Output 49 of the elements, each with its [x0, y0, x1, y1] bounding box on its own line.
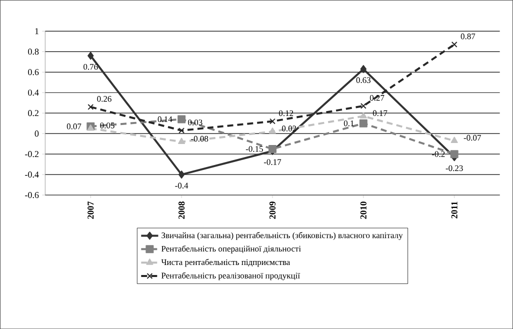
point: [88, 52, 94, 60]
legend-label: Рентабельність операційної діяльності: [161, 245, 301, 254]
point: [178, 170, 185, 178]
y-tick-label: 0.8: [28, 48, 39, 55]
x-tick-label: 2008: [178, 201, 185, 219]
x-tick-label: 2011: [451, 202, 458, 218]
legend-label: Чиста рентабельність підприємства: [161, 258, 290, 267]
data-label: 0.87: [460, 33, 476, 40]
y-tick-label: -0.6: [25, 192, 39, 198]
data-label: -0.08: [191, 136, 208, 142]
y-tick-label: 0: [34, 130, 39, 137]
data-label: 0.02: [282, 126, 296, 132]
point: [451, 41, 458, 48]
data-label: 0.63: [356, 77, 371, 83]
point: [88, 104, 94, 110]
data-label: -0.17: [264, 159, 282, 165]
data-label: 0.03: [188, 120, 202, 126]
data-label: 0.26: [97, 96, 112, 102]
point: [450, 150, 458, 158]
point: [178, 138, 186, 144]
point: [178, 127, 185, 134]
y-tick-label: -0.4: [25, 171, 39, 178]
point: [178, 115, 186, 124]
x-tick-label: 2007: [88, 201, 94, 219]
point: [359, 119, 368, 128]
point: [360, 112, 367, 118]
x-tick-label: 2009: [269, 202, 276, 219]
y-tick-label: 0.4: [28, 90, 39, 96]
legend-label: Звичайна (загальна) рентабельність (збиковість) власного капіталу: [162, 232, 403, 240]
data-label: -0.07: [464, 134, 481, 141]
data-label: 0.1: [344, 120, 354, 126]
data-label: -0.4: [175, 182, 188, 188]
y-tick-label: 0.2: [28, 110, 38, 116]
data-label: -0.15: [246, 146, 263, 152]
point: [450, 136, 458, 143]
data-label: 0.76: [84, 64, 98, 70]
data-label: -0.23: [446, 165, 463, 172]
point: [268, 127, 276, 134]
point: [360, 102, 366, 109]
data-label: 0.14: [158, 116, 172, 122]
data-label: 0.05: [100, 122, 114, 128]
legend-label: Рентабельність реалізованої продукції: [161, 272, 300, 280]
data-label: 0.07: [66, 123, 82, 130]
point: [360, 65, 367, 74]
point: [270, 118, 276, 124]
y-tick-label: -0.2: [25, 150, 38, 158]
x-tick-label: 2010: [360, 202, 366, 219]
y-tick-label: 0.6: [28, 69, 39, 76]
y-tick-label: 1: [35, 28, 38, 34]
